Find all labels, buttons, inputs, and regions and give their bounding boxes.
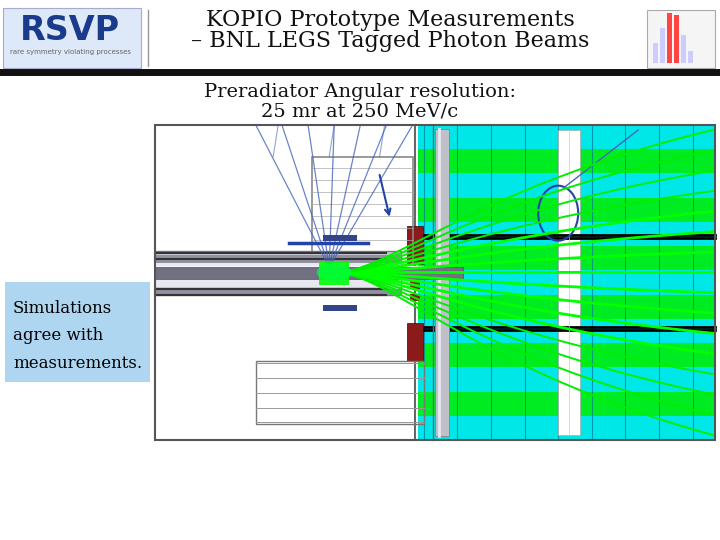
Bar	[155, 259, 402, 287]
Bar	[660, 28, 665, 63]
Text: RSVP: RSVP	[20, 14, 120, 46]
Text: 25 mr at 250 MeV/c: 25 mr at 250 MeV/c	[261, 103, 459, 121]
Text: Preradiator Angular resolution:: Preradiator Angular resolution:	[204, 83, 516, 101]
Bar	[155, 266, 425, 280]
Bar	[418, 198, 715, 222]
Bar	[408, 226, 423, 264]
Bar	[323, 234, 356, 240]
Bar	[558, 130, 580, 435]
Bar	[410, 294, 420, 301]
Bar	[319, 260, 349, 285]
Bar	[312, 157, 413, 276]
Bar	[667, 13, 672, 63]
Bar	[418, 319, 715, 343]
Bar	[653, 43, 658, 63]
Bar	[681, 35, 686, 63]
Bar	[418, 125, 715, 149]
Bar	[408, 323, 423, 361]
Bar	[418, 271, 715, 295]
Ellipse shape	[317, 264, 351, 281]
FancyBboxPatch shape	[5, 282, 150, 382]
Bar	[418, 295, 715, 319]
Bar	[155, 288, 402, 294]
Bar	[410, 268, 420, 276]
Bar	[418, 367, 715, 392]
Text: Simulations
agree with
measurements.: Simulations agree with measurements.	[13, 300, 142, 372]
Bar	[418, 149, 715, 173]
Bar	[674, 15, 679, 63]
Bar	[323, 305, 356, 310]
Bar	[155, 251, 402, 294]
Text: KOPIO Prototype Measurements: KOPIO Prototype Measurements	[206, 9, 575, 31]
Bar	[410, 281, 420, 289]
Bar	[418, 246, 715, 271]
Text: – BNL LEGS Tagged Photon Beams: – BNL LEGS Tagged Photon Beams	[191, 30, 589, 52]
Bar	[256, 361, 424, 424]
Bar	[418, 173, 715, 198]
Bar	[418, 125, 715, 440]
Bar	[155, 125, 424, 440]
Bar	[688, 51, 693, 63]
Bar	[3, 8, 141, 68]
Bar	[418, 343, 715, 367]
Bar	[647, 10, 715, 68]
Bar	[155, 267, 464, 279]
Text: rare symmetry violating processes: rare symmetry violating processes	[9, 49, 130, 55]
Bar	[418, 416, 715, 440]
Bar	[418, 222, 715, 246]
Bar	[155, 254, 402, 262]
Bar	[155, 125, 715, 440]
Bar	[418, 392, 715, 416]
Bar	[436, 129, 449, 436]
